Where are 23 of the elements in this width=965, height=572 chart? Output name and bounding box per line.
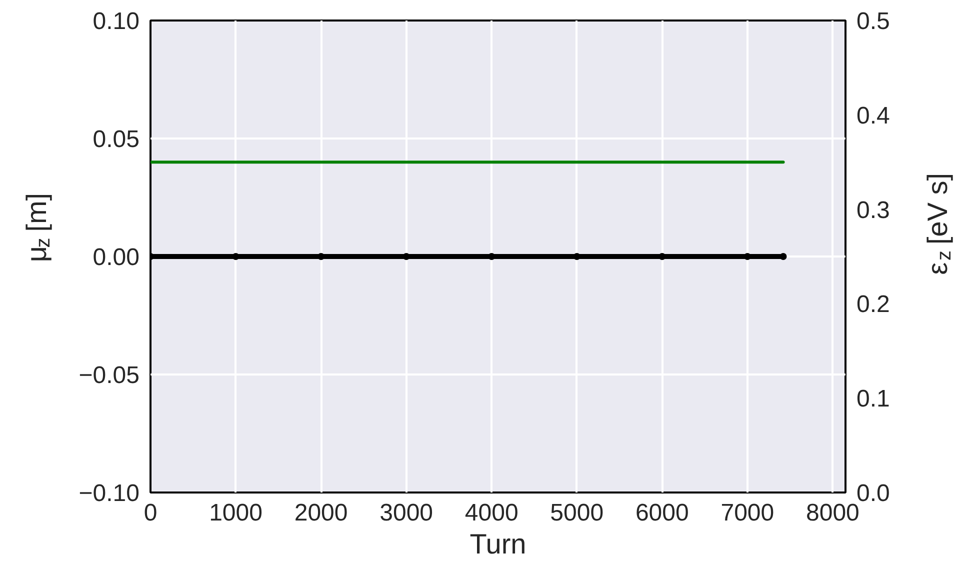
x-tick-label: 3000 [380, 500, 434, 526]
y2-tick-label: 0.0 [856, 480, 890, 507]
x-tick-label: 1000 [209, 500, 262, 526]
x-tick-label: 7000 [720, 500, 774, 526]
x-axis-title: Turn [470, 528, 526, 560]
y2-tick-label: 0.3 [856, 196, 890, 224]
y-tick-label: 0.05 [92, 126, 140, 153]
y-axis-title: μz [m] [21, 192, 54, 262]
y-tick-label: 0.00 [92, 244, 140, 271]
y-tick-label: −0.10 [78, 480, 140, 507]
y2-axis-title: εz [eV s] [922, 172, 956, 275]
x-tick-label: 2000 [294, 500, 348, 526]
y2-tick-label: 0.2 [856, 291, 890, 318]
y2-tick-label: 0.1 [856, 386, 890, 413]
x-tick-label: 4000 [464, 500, 518, 526]
y2-tick-label: 0.5 [856, 8, 890, 35]
x-tick-label: 0 [144, 500, 158, 526]
y-tick-label: −0.05 [78, 362, 140, 389]
x-tick-label: 6000 [635, 500, 689, 526]
y-tick-label: 0.10 [92, 8, 140, 35]
y2-tick-label: 0.4 [856, 102, 890, 130]
x-tick-label: 5000 [550, 500, 604, 526]
x-tick-label: 8000 [806, 500, 860, 526]
